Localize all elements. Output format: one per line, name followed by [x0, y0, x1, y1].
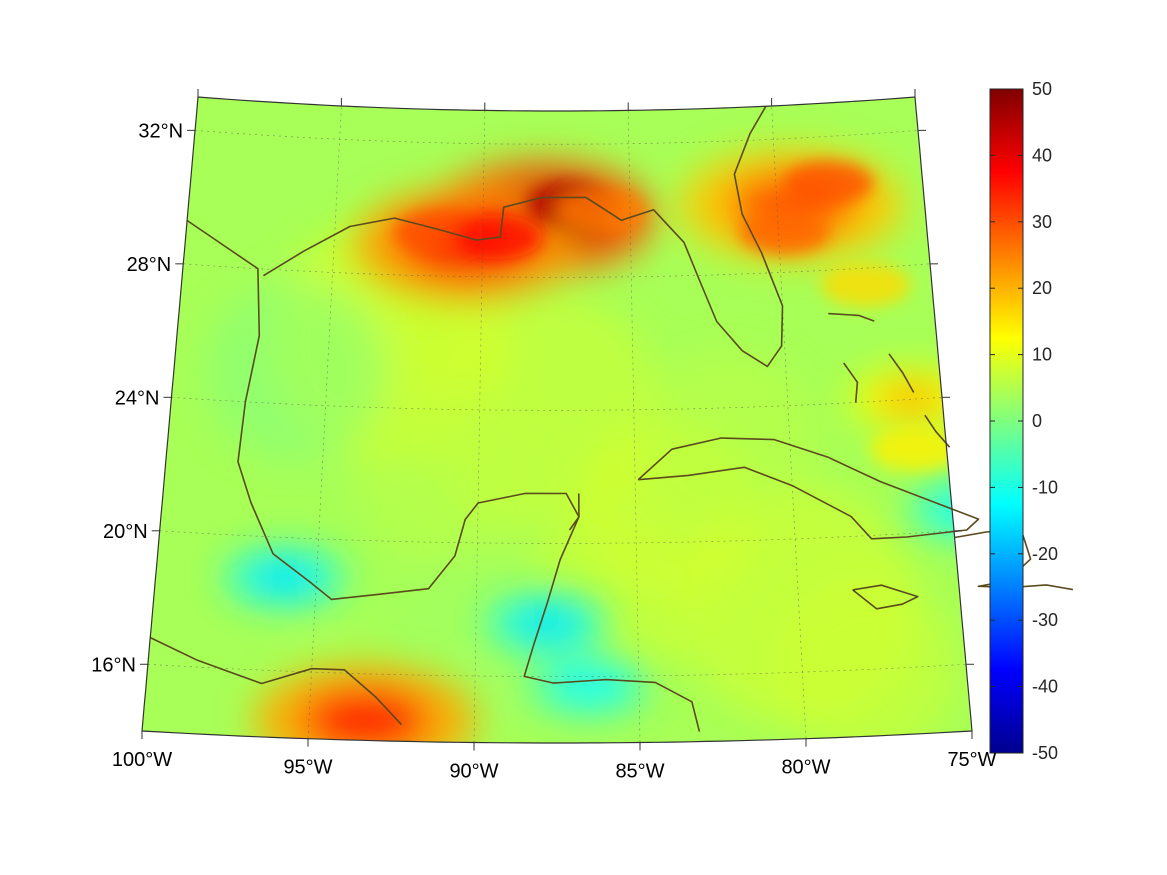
- parallel-line: [159, 530, 955, 544]
- lat-tick-label: 24°N: [115, 387, 160, 409]
- field-hotspot-core: [250, 560, 319, 595]
- field-hotspot-core: [302, 688, 429, 743]
- lat-tick-label: 16°N: [91, 654, 136, 676]
- coastline-bahamas4: [924, 414, 951, 448]
- field-hotspot-core: [555, 669, 624, 704]
- field-hotspot-core: [513, 606, 582, 641]
- lon-tick-label: 85°W: [615, 761, 664, 783]
- texture-blob: [206, 281, 387, 462]
- coastline-bahamas1: [828, 312, 875, 322]
- parallel-line: [147, 663, 967, 677]
- lon-tick-label: 80°W: [781, 757, 830, 779]
- meridian-line: [771, 105, 807, 739]
- lat-tick-label: 32°N: [138, 120, 183, 142]
- coastline-bahamas3: [888, 353, 915, 393]
- lat-tick-label: 20°N: [103, 521, 148, 543]
- field-band: [820, 262, 911, 307]
- field-bands: [393, 161, 961, 472]
- coastline-pacific: [149, 636, 403, 726]
- colorbar-gradient: [989, 88, 1024, 754]
- texture-blob: [637, 351, 818, 532]
- field-band: [555, 188, 646, 233]
- axis-ticks: [139, 89, 974, 751]
- field-hotspot-core: [876, 382, 946, 417]
- colorbar-tick-label: -30: [1032, 610, 1058, 630]
- parallel-line: [183, 263, 931, 278]
- coastline-northAmerica: [186, 219, 701, 732]
- lon-tick-label: 90°W: [449, 761, 498, 783]
- coastline-bahamas2: [843, 362, 859, 403]
- lon-tick-label: 75°W: [947, 749, 996, 771]
- colorbar-tick-label: 50: [1032, 79, 1052, 99]
- parallel-line: [195, 130, 919, 145]
- colorbar-tick-labels: 50 40 30 20 10 0 -10 -20 -30 -40 -50: [1032, 79, 1058, 763]
- lat-tick-label: 28°N: [127, 254, 172, 276]
- colorbar-tick-label: 10: [1032, 345, 1052, 365]
- colorbar-tick-label: -40: [1032, 677, 1058, 697]
- coastline-gulfNorth: [262, 105, 784, 368]
- field-band: [739, 210, 830, 255]
- lon-tick-label: 95°W: [283, 757, 332, 779]
- meridian-line: [307, 105, 342, 739]
- colorbar-tick-label: 20: [1032, 278, 1052, 298]
- colorbar-ticks: [990, 88, 1023, 754]
- colorbar-tick-label: 40: [1032, 145, 1052, 165]
- field-band: [870, 427, 961, 472]
- axis-tick-labels: 100°W 95°W 90°W 85°W 80°W 75°W 32°N 28°N 24°N 20°…: [91, 120, 996, 782]
- texture-blob: [357, 385, 538, 566]
- coastline-yucatanE: [568, 493, 580, 531]
- data-field-layer: [142, 97, 972, 743]
- colorbar-tick-label: -20: [1032, 544, 1058, 564]
- colorbar-tick-label: -50: [1032, 743, 1058, 763]
- parallel-line: [171, 396, 943, 411]
- graticule: [147, 105, 967, 743]
- coastline-jamaica: [852, 584, 919, 610]
- colorbar-tick-label: 0: [1032, 411, 1042, 431]
- colorbar-tick-label: -10: [1032, 477, 1058, 497]
- colorbar: 50 40 30 20 10 0 -10 -20 -30 -40 -50: [989, 79, 1058, 763]
- lon-tick-label: 100°W: [112, 749, 172, 771]
- field-band: [783, 161, 874, 206]
- coastline-cuba: [637, 437, 980, 540]
- colorbar-tick-label: 30: [1032, 212, 1052, 232]
